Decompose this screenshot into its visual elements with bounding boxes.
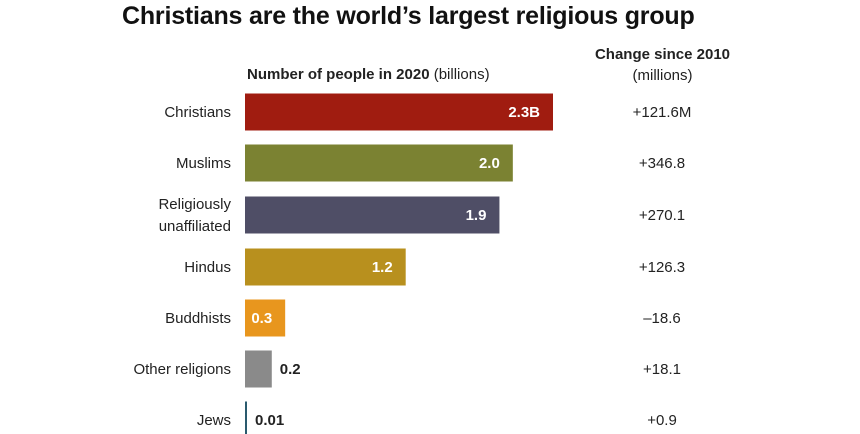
- bar-christians: [245, 93, 553, 131]
- value-label-muslims: 2.0: [479, 155, 500, 172]
- value-label-other-religions: 0.2: [280, 361, 301, 378]
- bar-religiously-unaffiliated: [245, 196, 500, 234]
- change-value-other-religions: +18.1: [643, 361, 681, 378]
- value-label-hindus: 1.2: [372, 259, 393, 276]
- change-value-muslims: +346.8: [639, 155, 685, 172]
- bar-buddhists: [245, 299, 286, 337]
- category-label-hindus: Hindus: [184, 259, 231, 276]
- change-column-heading-main: Change since 2010: [594, 46, 731, 63]
- value-label-buddhists: 0.3: [251, 310, 272, 327]
- category-label-christians: Christians: [164, 104, 231, 121]
- bar-column-heading-main: Number of people in 2020: [247, 66, 430, 83]
- change-column-heading-unit: (millions): [632, 67, 693, 84]
- bar-column-heading: Number of people in 2020 (billions): [247, 66, 490, 83]
- change-value-christians: +121.6M: [633, 104, 692, 121]
- category-label-religiously-unaffiliated: Religiously unaffiliated: [158, 196, 231, 235]
- chart-title: Christians are the world’s largest relig…: [122, 2, 695, 30]
- change-value-jews: +0.9: [647, 412, 677, 429]
- value-label-jews: 0.01: [255, 412, 284, 429]
- change-column-heading: Change since 2010 (millions): [575, 44, 750, 86]
- value-label-religiously-unaffiliated: 1.9: [466, 207, 487, 224]
- category-label-jews: Jews: [197, 412, 231, 429]
- change-value-hindus: +126.3: [639, 259, 685, 276]
- bar-jews: [245, 401, 247, 434]
- category-label-muslims: Muslims: [176, 155, 231, 172]
- bar-hindus: [245, 248, 406, 286]
- category-label-other-religions: Other religions: [133, 361, 231, 378]
- bar-other-religions: [245, 350, 272, 388]
- change-value-buddhists: –18.6: [643, 310, 681, 327]
- category-label-buddhists: Buddhists: [165, 310, 231, 327]
- bar-muslims: [245, 144, 513, 182]
- value-label-christians: 2.3B: [508, 104, 540, 121]
- bar-column-heading-unit: (billions): [433, 66, 490, 83]
- change-value-religiously-unaffiliated: +270.1: [639, 207, 685, 224]
